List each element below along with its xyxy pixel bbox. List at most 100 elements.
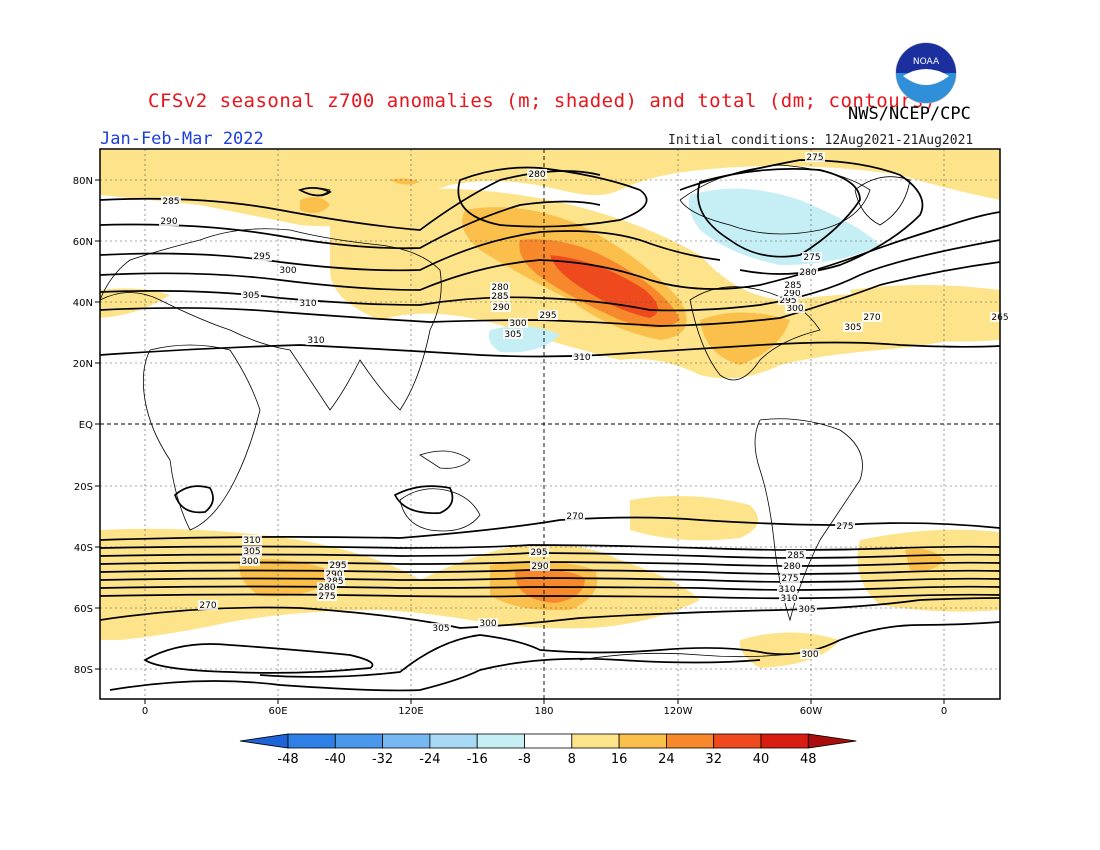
lat-tick-label: 20N — [73, 359, 93, 370]
forecast-period: Jan-Feb-Mar 2022 — [100, 129, 264, 149]
noaa-logo: NOAA — [895, 42, 957, 104]
contour-label: 290 — [325, 570, 342, 580]
contour-label-bg — [777, 584, 797, 594]
lon-tick-label: 60W — [800, 706, 823, 717]
colorbar-label: 48 — [800, 752, 817, 767]
contour-label-bg — [529, 547, 549, 557]
colorbar-arrow-left — [239, 733, 289, 749]
map-title: CFSv2 seasonal z700 anomalies (m; shaded… — [148, 90, 936, 112]
contour-label: 295 — [539, 311, 556, 321]
shade-antarctic-positive — [739, 632, 840, 668]
colorbar-swatch — [713, 733, 762, 749]
contour-label: 275 — [781, 574, 798, 584]
contour-label: 290 — [492, 303, 509, 313]
contour-label-bg — [503, 329, 523, 339]
colorbar-label: -24 — [419, 752, 440, 767]
colorbar-swatch — [618, 733, 667, 749]
contour-label: 310 — [299, 299, 316, 309]
contour-label: 290 — [783, 289, 800, 299]
contour-label: 285 — [491, 292, 508, 302]
longitude-ticks: 0 60E 120E 180 120W 60W 0 — [142, 699, 947, 717]
colorbar-label: 24 — [658, 752, 675, 767]
latitude-ticks: 80N 60N 40N 20N EQ 20S 40S 60S 80S — [73, 176, 100, 676]
contour-label: 305 — [432, 624, 449, 634]
colorbar-label: -32 — [372, 752, 393, 767]
contour-label: 300 — [786, 304, 803, 314]
shade-arctic-24 — [390, 178, 420, 185]
contour-label-bg — [786, 550, 806, 560]
contour-label: 295 — [779, 296, 796, 306]
contour-label-bg — [797, 604, 817, 614]
lon-tick-label: 0 — [142, 706, 148, 717]
colorbar-label: -16 — [467, 752, 488, 767]
contour-label: 310 — [778, 585, 795, 595]
contour-label-bg — [241, 290, 261, 300]
colorbar-swatch — [666, 733, 715, 749]
contour-label: 300 — [801, 650, 818, 660]
contour-label: 295 — [329, 561, 346, 571]
colorbar-label: -48 — [277, 752, 298, 767]
contour-label: 285 — [162, 197, 179, 207]
shade-north-atlantic-positive — [850, 285, 1000, 342]
shade-gulf-24 — [700, 312, 790, 365]
contour-label: 310 — [307, 336, 324, 346]
contour-label-bg — [325, 576, 345, 586]
lat-tick-label: 40N — [73, 298, 93, 309]
contour-label-bg — [527, 169, 547, 179]
contour-label-bg — [317, 591, 337, 601]
contour-label: 300 — [509, 319, 526, 329]
contour-label-bg — [835, 521, 855, 531]
initial-conditions: Initial conditions: 12Aug2021-21Aug2021 — [668, 133, 974, 148]
lat-tick-label: 80S — [74, 665, 93, 676]
shade-canada-negative — [688, 188, 880, 265]
contour-label-bg — [862, 312, 882, 322]
lat-tick-label: 60N — [73, 237, 93, 248]
contour-label: 270 — [863, 313, 880, 323]
contour-label: 305 — [844, 323, 861, 333]
lat-tick-label: EQ — [79, 420, 93, 431]
contour-label: 310 — [573, 353, 590, 363]
contour-label: 285 — [787, 551, 804, 561]
contour-label-bg — [159, 216, 179, 226]
contour-label-bg — [779, 593, 799, 603]
contour-label-bg — [306, 335, 326, 345]
contour-label: 270 — [199, 601, 216, 611]
contour-label: 305 — [242, 291, 259, 301]
contour-label-bg — [785, 303, 805, 313]
contour-label-bg — [490, 291, 510, 301]
colorbar-label: 40 — [753, 752, 770, 767]
contour-label-bg — [778, 295, 798, 305]
contour-label: 305 — [504, 330, 521, 340]
contour-label-bg — [491, 302, 511, 312]
contour-label: 290 — [531, 562, 548, 572]
contour-label-bg — [530, 561, 550, 571]
colorbar-label: 8 — [568, 752, 576, 767]
contour-label: 275 — [836, 522, 853, 532]
lat-tick-label: 20S — [74, 482, 93, 493]
contour-label: 280 — [799, 268, 816, 278]
contour-label-bg — [782, 288, 802, 298]
contour-label-bg — [317, 582, 337, 592]
contour-label-bg — [242, 546, 262, 556]
contour-label: 305 — [243, 547, 260, 557]
contour-label: 290 — [160, 217, 177, 227]
contour-label-bg — [298, 298, 318, 308]
contour-label-bg — [780, 573, 800, 583]
colorbar-label: -8 — [518, 752, 531, 767]
contour-label: 280 — [528, 170, 545, 180]
contour-label-bg — [478, 618, 498, 628]
colorbar-swatch — [382, 733, 431, 749]
contour-label: 275 — [318, 592, 335, 602]
contour-label: 285 — [784, 281, 801, 291]
contour-label: 300 — [241, 557, 258, 567]
lat-tick-label: 40S — [74, 543, 93, 554]
contour-label-bg — [783, 280, 803, 290]
contour-label-bg — [565, 511, 585, 521]
colorbar: -48 -40 -32 -24 -16 -8 8 16 24 32 40 48 — [239, 733, 857, 767]
lat-tick-label: 80N — [73, 176, 93, 187]
contour-label: 300 — [279, 266, 296, 276]
lon-tick-label: 180 — [534, 706, 553, 717]
contour-label-bg — [198, 600, 218, 610]
